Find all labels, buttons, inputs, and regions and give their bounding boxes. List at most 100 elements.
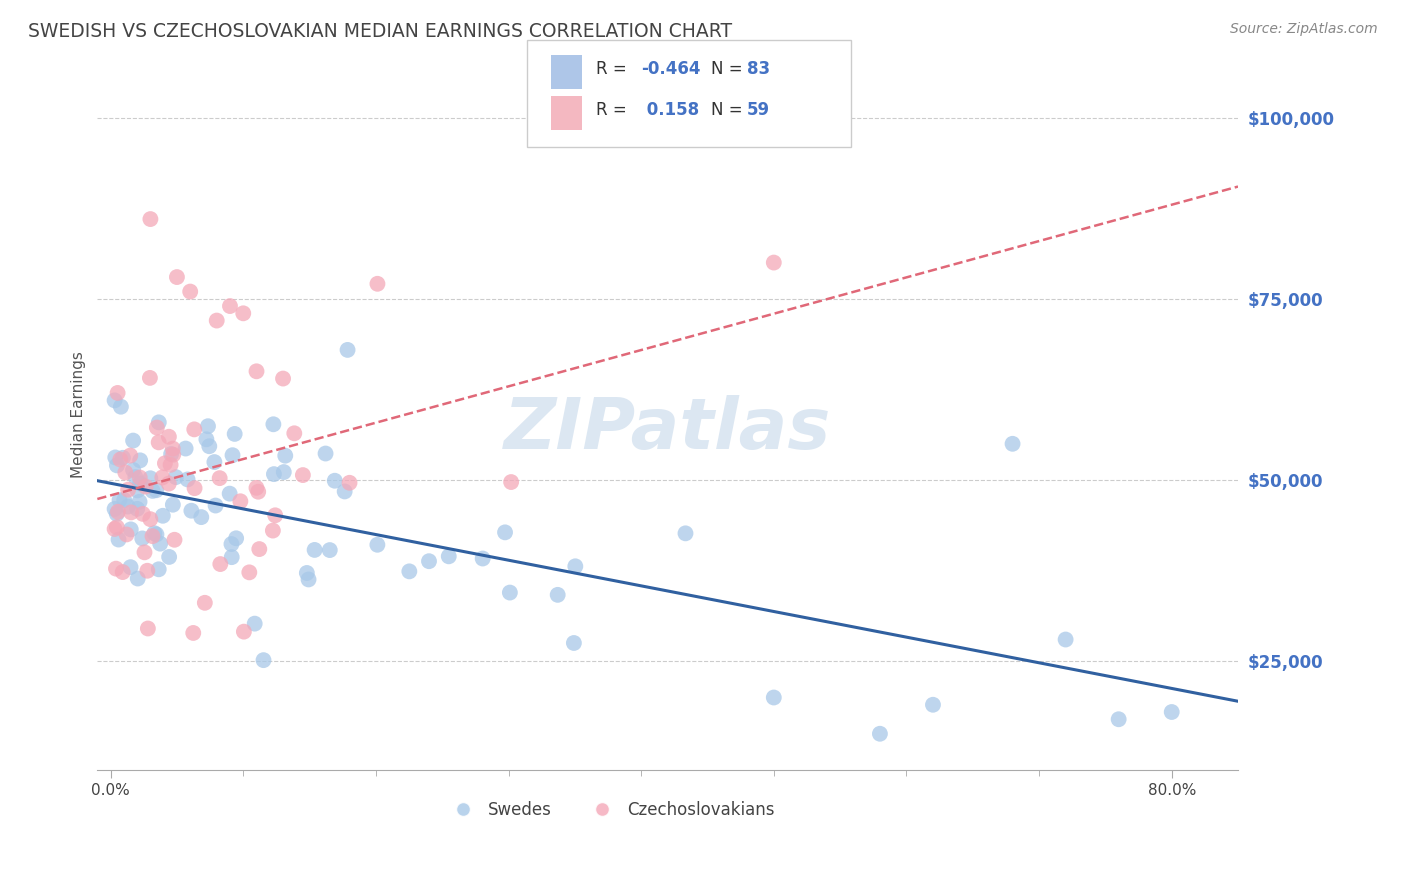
- Point: [104, 561, 127, 575]
- Point: [128, 494, 150, 508]
- Point: [117, 500, 139, 514]
- Point: [418, 554, 440, 568]
- Point: [136, 564, 159, 578]
- Point: [209, 557, 232, 571]
- Point: [143, 526, 166, 541]
- Point: [366, 538, 388, 552]
- Point: [148, 435, 170, 450]
- Text: 83: 83: [747, 60, 769, 78]
- Point: [208, 471, 231, 485]
- Point: [274, 449, 297, 463]
- Point: [162, 442, 184, 456]
- Point: [218, 486, 240, 500]
- Point: [263, 467, 285, 482]
- Point: [232, 306, 254, 320]
- Point: [262, 417, 284, 432]
- Point: [271, 371, 294, 385]
- Point: [148, 415, 170, 429]
- Point: [339, 475, 361, 490]
- Point: [105, 458, 128, 473]
- Point: [675, 526, 697, 541]
- Point: [104, 502, 127, 516]
- Text: N =: N =: [711, 60, 748, 78]
- Point: [163, 533, 186, 547]
- Point: [179, 285, 201, 299]
- Point: [129, 476, 152, 491]
- Point: [152, 508, 174, 523]
- Point: [247, 542, 270, 557]
- Point: [139, 512, 162, 526]
- Point: [105, 507, 128, 521]
- Point: [238, 566, 260, 580]
- Point: [142, 483, 165, 498]
- Point: [1054, 632, 1077, 647]
- Point: [181, 626, 204, 640]
- Point: [225, 531, 247, 545]
- Point: [869, 727, 891, 741]
- Point: [159, 458, 181, 472]
- Point: [1001, 437, 1024, 451]
- Point: [111, 450, 134, 465]
- Point: [221, 448, 243, 462]
- Point: [149, 536, 172, 550]
- Point: [197, 419, 219, 434]
- Point: [122, 434, 145, 448]
- Point: [262, 524, 284, 538]
- Point: [245, 481, 267, 495]
- Point: [232, 624, 254, 639]
- Point: [499, 585, 522, 599]
- Text: N =: N =: [711, 101, 748, 119]
- Point: [562, 636, 585, 650]
- Point: [205, 313, 228, 327]
- Text: 59: 59: [747, 101, 769, 119]
- Point: [122, 463, 145, 477]
- Point: [120, 560, 142, 574]
- Point: [174, 442, 197, 456]
- Point: [134, 545, 156, 559]
- Point: [437, 549, 460, 564]
- Point: [124, 470, 146, 484]
- Point: [153, 456, 176, 470]
- Legend: Swedes, Czechoslovakians: Swedes, Czechoslovakians: [440, 794, 782, 826]
- Point: [162, 448, 184, 462]
- Point: [120, 522, 142, 536]
- Point: [107, 386, 129, 401]
- Point: [139, 371, 162, 385]
- Point: [127, 572, 149, 586]
- Point: [127, 501, 149, 516]
- Point: [107, 505, 129, 519]
- Point: [104, 450, 127, 465]
- Text: -0.464: -0.464: [641, 60, 700, 78]
- Point: [198, 439, 221, 453]
- Point: [117, 483, 139, 497]
- Point: [494, 525, 516, 540]
- Point: [304, 543, 326, 558]
- Text: R =: R =: [596, 60, 633, 78]
- Point: [162, 498, 184, 512]
- Point: [336, 343, 359, 357]
- Point: [131, 532, 153, 546]
- Y-axis label: Median Earnings: Median Earnings: [72, 351, 86, 478]
- Point: [157, 430, 180, 444]
- Point: [180, 504, 202, 518]
- Point: [129, 453, 152, 467]
- Point: [145, 527, 167, 541]
- Text: 0.158: 0.158: [641, 101, 699, 119]
- Point: [139, 471, 162, 485]
- Point: [1108, 712, 1130, 726]
- Point: [190, 510, 212, 524]
- Point: [245, 364, 267, 378]
- Point: [229, 494, 252, 508]
- Point: [114, 466, 136, 480]
- Point: [148, 562, 170, 576]
- Point: [104, 393, 127, 408]
- Point: [157, 549, 180, 564]
- Point: [295, 566, 318, 580]
- Point: [922, 698, 945, 712]
- Point: [221, 550, 243, 565]
- Point: [108, 493, 131, 508]
- Point: [221, 537, 243, 551]
- Point: [297, 573, 319, 587]
- Point: [166, 270, 188, 285]
- Point: [762, 255, 785, 269]
